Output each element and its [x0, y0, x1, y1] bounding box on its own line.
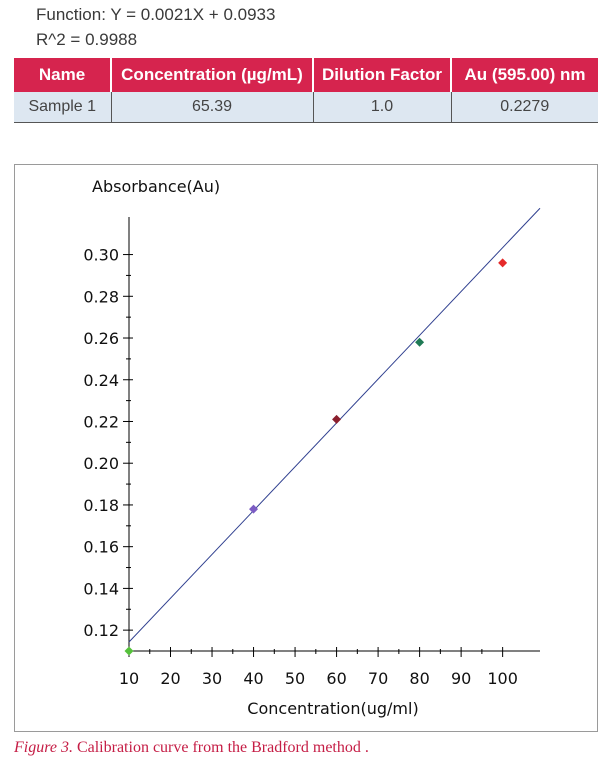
r-squared-value: R^2 = 0.9988 — [36, 30, 138, 49]
cell-absorbance: 0.2279 — [450, 92, 598, 123]
y-tick-label: 0.12 — [83, 621, 119, 640]
figure-caption: Figure 3. Calibration curve from the Bra… — [14, 739, 369, 757]
y-tick-label: 0.28 — [83, 287, 119, 306]
x-tick-label: 100 — [487, 669, 518, 688]
x-tick-label: 40 — [243, 669, 263, 688]
x-tick-label: 80 — [409, 669, 429, 688]
cell-dilution-factor: 1.0 — [312, 92, 451, 123]
function-equation: Function: Y = 0.0021X + 0.0933 — [36, 5, 276, 24]
data-point — [332, 414, 342, 424]
y-axis-label: Absorbance(Au) — [92, 177, 220, 196]
x-tick-label: 60 — [326, 669, 346, 688]
y-tick-label: 0.26 — [83, 329, 119, 348]
data-point — [124, 646, 134, 656]
data-point — [415, 337, 425, 347]
column-header-concentration: Concentration (µg/mL) — [110, 58, 313, 92]
calibration-chart: Absorbance(Au) Concentration(ug/ml) 0.12… — [83, 177, 541, 718]
x-tick-label: 30 — [202, 669, 222, 688]
y-tick-label: 0.30 — [83, 246, 119, 265]
table-header-row: Name Concentration (µg/mL) Dilution Fact… — [14, 58, 598, 92]
figure-label: Figure 3. — [14, 739, 73, 756]
x-tick-label: 20 — [160, 669, 180, 688]
y-tick-label: 0.18 — [83, 496, 119, 515]
fit-line — [128, 207, 541, 643]
x-tick-label: 10 — [119, 669, 139, 688]
cell-sample-name: Sample 1 — [14, 92, 111, 123]
x-tick-label: 90 — [451, 669, 471, 688]
data-point — [249, 504, 259, 514]
chart-frame: Absorbance(Au) Concentration(ug/ml) 0.12… — [14, 164, 598, 732]
y-tick-label: 0.16 — [83, 538, 119, 557]
caption-text: Calibration curve from the Bradford meth… — [72, 739, 369, 756]
x-tick-label: 70 — [368, 669, 388, 688]
column-header-dilution-factor: Dilution Factor — [312, 58, 451, 92]
cell-concentration: 65.39 — [110, 92, 313, 123]
column-header-name: Name — [14, 58, 111, 92]
y-tick-label: 0.20 — [83, 454, 119, 473]
data-point — [498, 258, 508, 268]
table-row: Sample 1 65.39 1.0 0.2279 — [14, 92, 598, 123]
column-header-absorbance: Au (595.00) nm — [450, 58, 598, 92]
results-table: Name Concentration (µg/mL) Dilution Fact… — [14, 58, 598, 123]
y-tick-label: 0.14 — [83, 579, 119, 598]
x-tick-label: 50 — [285, 669, 305, 688]
y-tick-label: 0.24 — [83, 371, 119, 390]
y-tick-label: 0.22 — [83, 412, 119, 431]
x-axis-label: Concentration(ug/ml) — [247, 699, 418, 718]
